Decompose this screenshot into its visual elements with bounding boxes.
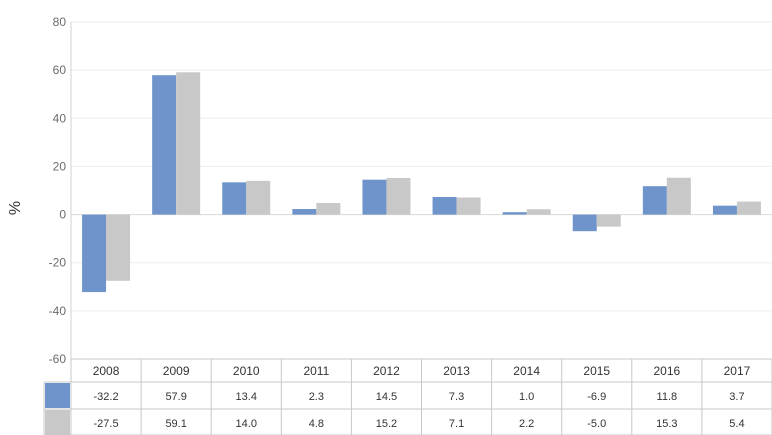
x-tick-label: 2017 (724, 364, 751, 378)
y-tick-label: -40 (49, 304, 67, 318)
bar-series-1 (712, 205, 737, 215)
bar-series-1 (502, 212, 527, 215)
y-tick-label: 80 (53, 15, 67, 29)
bar-series-2 (456, 197, 481, 215)
y-tick-label: 60 (53, 63, 67, 77)
bars (82, 72, 761, 293)
bar-series-1 (432, 196, 457, 215)
data-label-series-1: -32.2 (94, 391, 119, 403)
y-axis-label: % (7, 201, 24, 215)
data-label-series-2: 59.1 (165, 418, 186, 430)
bar-series-2 (666, 177, 691, 215)
x-tick-label: 2012 (373, 364, 400, 378)
y-tick-label: -60 (49, 352, 67, 366)
bar-series-1 (642, 186, 667, 215)
data-label-series-1: 57.9 (165, 391, 186, 403)
bar-series-2 (316, 203, 341, 215)
data-label-series-2: 2.2 (519, 418, 534, 430)
data-label-series-2: 15.3 (656, 418, 677, 430)
bar-series-2 (176, 72, 201, 215)
bar-series-1 (222, 182, 247, 215)
data-label-series-1: 14.5 (376, 391, 397, 403)
x-tick-label: 2009 (163, 364, 190, 378)
y-tick-label: 20 (53, 159, 67, 173)
data-label-series-2: 5.4 (729, 418, 744, 430)
bar-series-2 (596, 214, 621, 227)
data-label-series-1: -6.9 (587, 391, 606, 403)
data-label-series-1: 11.8 (657, 391, 678, 403)
legend-swatch-series-2 (45, 410, 70, 435)
bar-series-1 (292, 209, 317, 215)
bar-series-1 (572, 214, 597, 232)
x-tick-label: 2008 (93, 364, 120, 378)
x-tick-label: 2014 (513, 364, 540, 378)
data-label-series-2: 4.8 (309, 418, 324, 430)
x-tick-label: 2010 (233, 364, 260, 378)
bar-series-1 (362, 179, 387, 215)
x-tick-label: 2015 (583, 364, 610, 378)
legend-swatch-series-1 (45, 383, 70, 408)
bar-series-2 (246, 180, 271, 215)
data-label-series-1: 13.4 (236, 391, 257, 403)
bar-series-2 (106, 214, 131, 281)
bar-series-2 (386, 177, 411, 215)
bar-series-2 (736, 201, 761, 215)
data-label-series-1: 7.3 (449, 391, 464, 403)
x-tick-label: 2016 (653, 364, 680, 378)
data-label-series-2: -27.5 (94, 418, 119, 430)
y-tick-label: -20 (49, 256, 67, 270)
x-tick-label: 2011 (303, 364, 329, 378)
data-label-series-1: 3.7 (729, 391, 744, 403)
data-label-series-1: 2.3 (309, 391, 324, 403)
data-table: 2008 -32.2 -27.5 2009 57.9 59.1 2010 13.4 14.0 20… (43, 358, 772, 435)
y-tick-label: 40 (53, 111, 67, 125)
data-label-series-1: 1.0 (519, 391, 534, 403)
data-label-series-2: -5.0 (587, 418, 606, 430)
bar-series-1 (82, 214, 107, 293)
data-label-series-2: 14.0 (236, 418, 257, 430)
data-label-series-2: 15.2 (376, 418, 397, 430)
bar-series-1 (152, 75, 177, 215)
data-label-series-2: 7.1 (449, 418, 464, 430)
x-tick-label: 2013 (443, 364, 470, 378)
bar-series-2 (526, 209, 551, 215)
y-tick-label: 0 (59, 208, 66, 222)
y-axis: -60 -40 -20 0 20 40 60 80 (49, 15, 72, 366)
